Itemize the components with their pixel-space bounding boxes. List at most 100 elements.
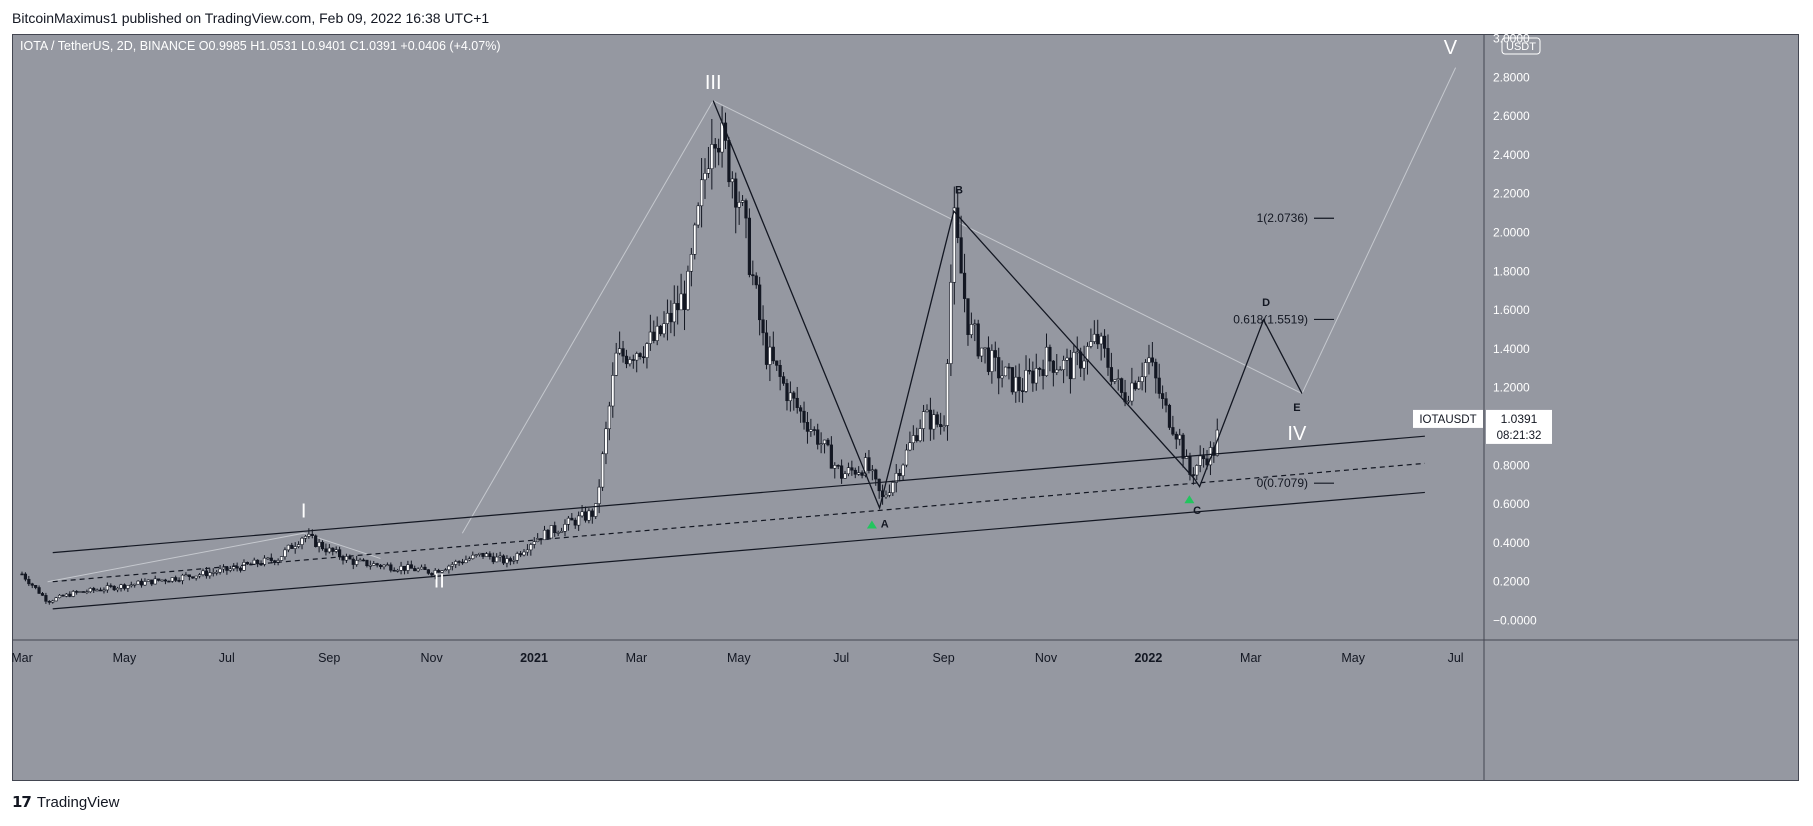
candle-body bbox=[1140, 376, 1144, 382]
ohlc-low: 0.9401 bbox=[308, 39, 346, 53]
candle-body bbox=[884, 494, 888, 498]
candle-body bbox=[713, 144, 717, 149]
candle-body bbox=[187, 574, 191, 577]
candle-body bbox=[488, 553, 492, 558]
candle-body bbox=[450, 564, 454, 567]
candle-body bbox=[269, 557, 273, 561]
candle-body bbox=[518, 553, 523, 556]
candle-body bbox=[160, 579, 164, 582]
candle-body bbox=[686, 270, 690, 310]
candle-body bbox=[966, 298, 970, 335]
fib-level-label: 0(0.7079) bbox=[1257, 476, 1308, 490]
candle-body bbox=[621, 348, 625, 357]
candle-body bbox=[908, 442, 912, 451]
green-arrow-marker bbox=[1184, 495, 1195, 504]
candle-body bbox=[471, 554, 475, 559]
candle-body bbox=[416, 568, 420, 572]
candle-body bbox=[396, 570, 400, 572]
candle-body bbox=[1021, 390, 1025, 392]
candle-body bbox=[1058, 369, 1062, 371]
candle-body bbox=[163, 579, 168, 582]
guide-line bbox=[461, 100, 714, 534]
x-tick-label: Nov bbox=[420, 651, 443, 665]
candle-body bbox=[980, 347, 984, 357]
candle-body bbox=[27, 578, 31, 585]
candle-body bbox=[652, 331, 656, 341]
candle-body bbox=[590, 510, 594, 517]
candle-body bbox=[389, 564, 393, 571]
candle-body bbox=[245, 562, 249, 565]
candle-body bbox=[1044, 346, 1049, 376]
candle-body bbox=[730, 178, 734, 183]
candle-body bbox=[279, 556, 284, 561]
candle-body bbox=[204, 570, 209, 577]
candle-body bbox=[583, 511, 588, 521]
candle-body bbox=[781, 376, 786, 384]
candle-body bbox=[327, 547, 331, 553]
candle-body bbox=[143, 581, 147, 586]
candle-body bbox=[720, 122, 724, 153]
candle-body bbox=[498, 555, 502, 558]
symbol-tag bbox=[1413, 409, 1483, 428]
candle-body bbox=[238, 567, 243, 571]
candle-body bbox=[85, 591, 89, 594]
candle-body bbox=[392, 569, 396, 572]
channel-upper-line bbox=[52, 435, 1425, 554]
candle-body bbox=[850, 467, 854, 471]
candle-body bbox=[522, 551, 526, 556]
candle-body bbox=[1068, 357, 1073, 380]
channel-middle-line bbox=[52, 462, 1425, 583]
candle-body bbox=[1113, 379, 1117, 382]
price-chart[interactable]: 1(2.0736)0.618(1.5519)0(0.7079) IIIIIIIV… bbox=[12, 34, 1799, 781]
candle-body bbox=[197, 574, 202, 577]
candle-body bbox=[624, 355, 629, 365]
x-tick-label: May bbox=[113, 651, 137, 665]
candle-body bbox=[918, 428, 922, 442]
candle-body bbox=[464, 559, 468, 564]
candle-body bbox=[973, 323, 977, 326]
candle-body bbox=[898, 472, 902, 477]
candle-body bbox=[1000, 375, 1004, 379]
tradingview-logo-icon: 17 bbox=[12, 793, 32, 811]
candle-body bbox=[532, 541, 536, 545]
candle-body bbox=[604, 428, 608, 455]
currency-label: USDT bbox=[1506, 41, 1536, 53]
candle-body bbox=[546, 529, 550, 539]
x-tick-label: Nov bbox=[1035, 651, 1058, 665]
guide-line bbox=[47, 532, 381, 583]
candle-body bbox=[949, 281, 953, 364]
candle-body bbox=[566, 517, 571, 525]
x-tick-label: Mar bbox=[1240, 651, 1262, 665]
y-tick-label: 0.6000 bbox=[1493, 497, 1530, 511]
symbol-line: IOTA / TetherUS, 2D, BINANCE bbox=[20, 39, 195, 53]
candle-body bbox=[928, 409, 933, 430]
wave-label-e: E bbox=[1293, 402, 1300, 414]
candle-body bbox=[904, 449, 909, 466]
candle-body bbox=[129, 584, 133, 587]
candle-body bbox=[1109, 367, 1113, 382]
candle-body bbox=[112, 585, 116, 591]
symbol-tag-label: IOTAUSDT bbox=[1419, 414, 1476, 426]
candle-body bbox=[1102, 335, 1107, 349]
candle-body bbox=[655, 325, 659, 341]
candle-body bbox=[693, 224, 697, 255]
candle-body bbox=[1024, 369, 1028, 392]
candle-body bbox=[1003, 366, 1008, 377]
candle-body bbox=[959, 237, 963, 274]
candle-body bbox=[355, 560, 359, 565]
wave-label-b: B bbox=[955, 185, 963, 197]
candle-body bbox=[157, 578, 161, 581]
candle-body bbox=[51, 600, 55, 603]
ohlc-open-label: O bbox=[199, 39, 209, 53]
candle-body bbox=[679, 293, 683, 311]
candle-body bbox=[580, 511, 584, 517]
candle-body bbox=[81, 591, 86, 593]
candle-body bbox=[467, 558, 471, 561]
candle-body bbox=[341, 556, 345, 561]
candle-body bbox=[891, 482, 895, 494]
ohlc-high: 1.0531 bbox=[259, 39, 297, 53]
y-tick-label: 2.2000 bbox=[1493, 187, 1530, 201]
x-tick-label: Jul bbox=[833, 651, 849, 665]
footer-brand: TradingView bbox=[36, 793, 120, 811]
candle-body bbox=[351, 558, 355, 565]
